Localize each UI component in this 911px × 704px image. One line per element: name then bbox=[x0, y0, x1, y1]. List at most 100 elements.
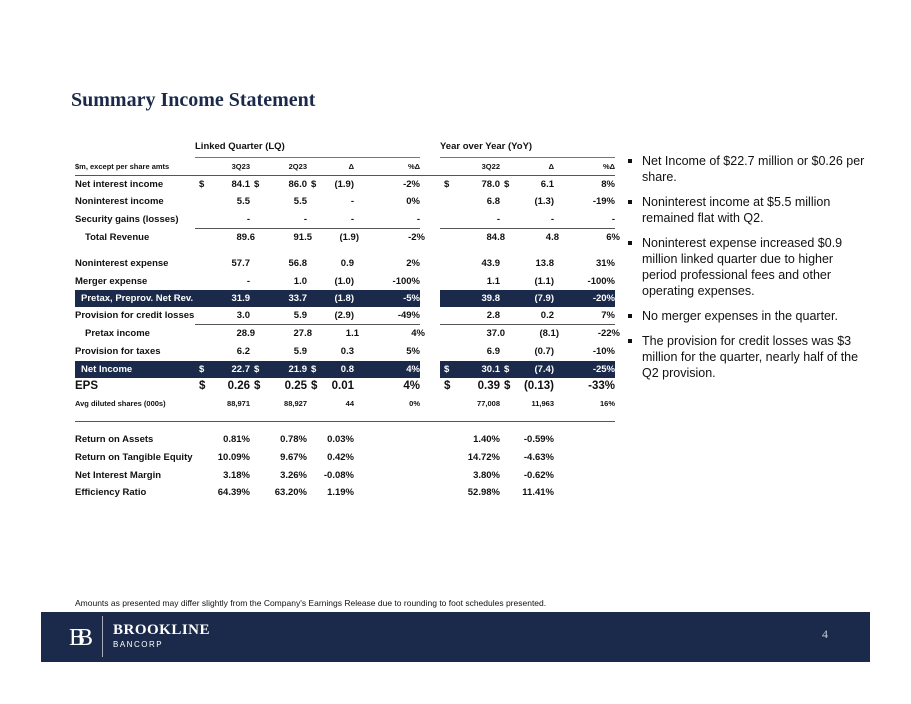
table-cell: 0.26 bbox=[227, 380, 250, 392]
table-cell bbox=[195, 395, 212, 412]
table-cell: - bbox=[350, 214, 354, 225]
table-cell bbox=[440, 273, 457, 290]
table-cell: 0.01 bbox=[331, 380, 354, 392]
table-cell bbox=[255, 229, 268, 246]
bullet-square-icon bbox=[628, 200, 632, 204]
table-cell: 91.5 bbox=[293, 232, 313, 243]
table-cell bbox=[500, 467, 513, 484]
table-cell: - bbox=[246, 214, 250, 225]
table-cell bbox=[195, 158, 212, 175]
table-cell bbox=[307, 193, 320, 210]
row-label: Avg diluted shares (000s) bbox=[75, 399, 166, 408]
table-cell: (7.9) bbox=[513, 290, 560, 307]
table-cell: $ bbox=[440, 361, 457, 378]
group-header-yoy: Year over Year (YoY) bbox=[440, 141, 533, 152]
table-cell: $ bbox=[199, 380, 206, 392]
table-cell: 0.8 bbox=[320, 361, 360, 378]
table-row: Net Interest Margin 3.18% 3.26% -0.08% 3.80%… bbox=[75, 467, 615, 484]
table-row: Total Revenue 89.6 91.5 (1.9) -2% 84.8 4.8 6% bbox=[75, 229, 620, 246]
footer-band: BB BROOKLINE BANCORP 4 bbox=[41, 612, 870, 662]
table-cell: $ bbox=[444, 179, 450, 190]
table-cell bbox=[307, 290, 320, 307]
table-cell: $ bbox=[311, 179, 317, 190]
table-cell bbox=[307, 484, 320, 501]
table-cell bbox=[250, 193, 263, 210]
table-cell: 84.8 bbox=[486, 232, 506, 243]
table-cell bbox=[195, 449, 212, 466]
table-cell: -2% bbox=[403, 179, 420, 190]
table-cell bbox=[440, 467, 457, 484]
table-cell: 88,971 bbox=[227, 399, 250, 408]
table-cell bbox=[420, 449, 440, 466]
bullet-item: Noninterest income at $5.5 million remai… bbox=[628, 194, 868, 226]
table-row: Provision for taxes 6.2 5.9 0.3 5% 6.9 (0.7) -1… bbox=[75, 343, 615, 360]
table-cell: 77,008 bbox=[477, 399, 500, 408]
table-cell: 78.0 bbox=[481, 179, 501, 190]
table-cell bbox=[360, 431, 420, 448]
table-cell bbox=[500, 193, 513, 210]
table-cell bbox=[440, 290, 457, 307]
table-cell: (1.3) bbox=[534, 196, 554, 207]
table-cell bbox=[307, 211, 320, 228]
row-label: Total Revenue bbox=[85, 232, 150, 243]
table-cell bbox=[307, 307, 320, 324]
table-cell bbox=[307, 467, 320, 484]
table-cell: 22.7 bbox=[212, 361, 250, 378]
divider bbox=[195, 324, 420, 325]
table-cell: 88,927 bbox=[284, 399, 307, 408]
table-cell bbox=[255, 325, 268, 342]
table-cell: 16% bbox=[599, 399, 615, 408]
table-cell: 3Q23 bbox=[231, 162, 250, 171]
table-cell: -5% bbox=[360, 290, 420, 307]
table-cell: - bbox=[350, 196, 354, 207]
company-subtitle: BANCORP bbox=[113, 640, 164, 649]
table-cell: 0.81% bbox=[223, 434, 250, 445]
table-row: Net Income $22.7 $21.9 $0.8 4% $30.1 $ (7.4) -25… bbox=[75, 361, 615, 378]
table-cell: -0.08% bbox=[323, 470, 354, 481]
table-row: Efficiency Ratio 64.39% 63.20% 1.19% 52.98% 1… bbox=[75, 484, 615, 501]
table-cell: 31% bbox=[595, 258, 615, 269]
table-cell: 0.39 bbox=[477, 380, 500, 392]
table-cell bbox=[195, 431, 212, 448]
table-cell bbox=[250, 158, 263, 175]
table-cell bbox=[420, 361, 440, 378]
table-cell: (1.0) bbox=[334, 276, 354, 287]
table-cell: 7% bbox=[601, 310, 615, 321]
table-cell bbox=[195, 484, 212, 501]
table-cell: 5.5 bbox=[293, 196, 307, 207]
table-cell: 6.8 bbox=[486, 196, 500, 207]
logo-divider bbox=[102, 616, 103, 657]
table-cell: 1.40% bbox=[473, 434, 500, 445]
table-cell: 86.0 bbox=[288, 179, 308, 190]
divider bbox=[75, 421, 615, 422]
table-cell: 89.6 bbox=[236, 232, 256, 243]
table-cell bbox=[250, 307, 263, 324]
table-cell: 64.39% bbox=[217, 487, 250, 498]
table-cell bbox=[200, 325, 217, 342]
table-cell: 2.8 bbox=[486, 310, 500, 321]
table-cell: 1.19% bbox=[327, 487, 354, 498]
table-cell bbox=[420, 193, 440, 210]
table-cell: -20% bbox=[560, 290, 615, 307]
table-cell: 5% bbox=[406, 346, 420, 357]
table-cell bbox=[445, 229, 462, 246]
table-cell bbox=[500, 307, 513, 324]
table-cell bbox=[195, 211, 212, 228]
bullet-item: The provision for credit losses was $3 m… bbox=[628, 333, 868, 381]
table-cell: 14.72% bbox=[467, 452, 500, 463]
table-cell: 39.8 bbox=[457, 290, 500, 307]
table-cell: - bbox=[303, 214, 307, 225]
table-cell: -10% bbox=[592, 346, 615, 357]
bullet-text: Noninterest expense increased $0.9 milli… bbox=[642, 236, 843, 298]
table-cell: 11.41% bbox=[522, 487, 554, 498]
table-cell bbox=[312, 325, 325, 342]
row-label: Provision for credit losses bbox=[75, 310, 195, 321]
table-cell bbox=[505, 229, 518, 246]
table-cell bbox=[250, 255, 263, 272]
table-cell: 57.7 bbox=[231, 258, 251, 269]
table-cell bbox=[440, 211, 457, 228]
table-cell bbox=[195, 290, 212, 307]
table-cell bbox=[250, 273, 263, 290]
table-cell: 0.25 bbox=[284, 380, 307, 392]
